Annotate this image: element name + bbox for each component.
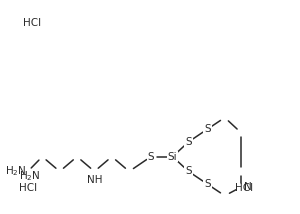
Text: H$_2$N: H$_2$N — [19, 169, 41, 183]
Text: NH: NH — [87, 175, 102, 185]
Text: HCl: HCl — [23, 18, 42, 28]
Text: S: S — [185, 166, 192, 176]
Text: HCl: HCl — [19, 183, 37, 193]
Text: S: S — [185, 137, 192, 147]
Text: Si: Si — [168, 152, 177, 162]
Text: S: S — [148, 152, 154, 162]
Text: N: N — [244, 182, 252, 192]
Text: S: S — [204, 124, 211, 134]
Text: HCl: HCl — [235, 183, 253, 193]
Text: S: S — [204, 179, 211, 189]
Text: H$_2$N: H$_2$N — [5, 165, 26, 178]
